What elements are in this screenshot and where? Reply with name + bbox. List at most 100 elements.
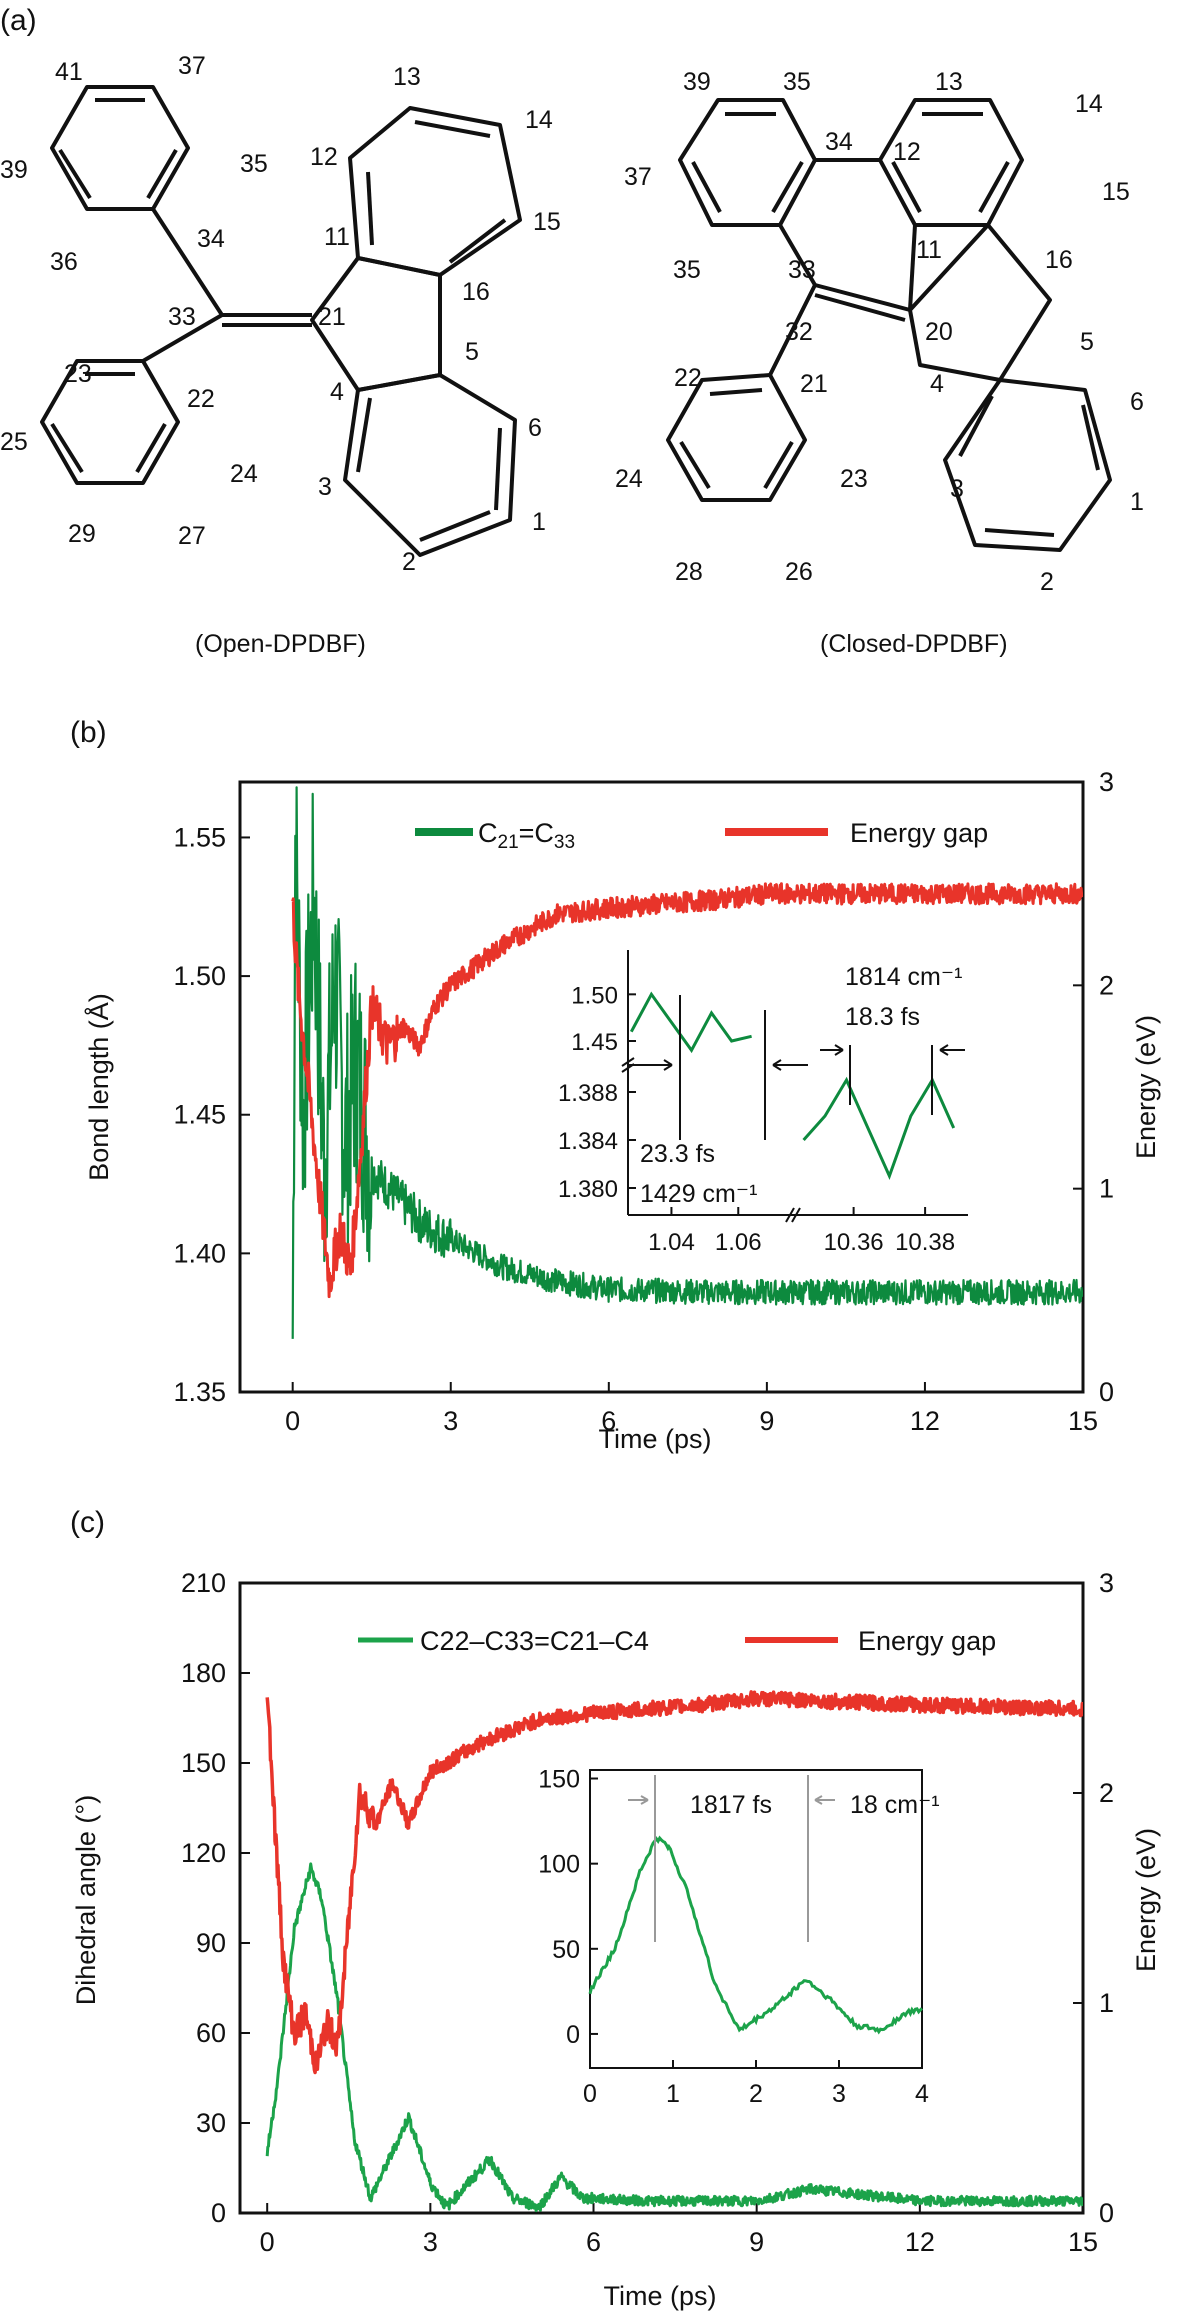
inset-y-tick-label: 1.384 bbox=[558, 1128, 618, 1155]
x-tick-label: 6 bbox=[586, 2227, 601, 2257]
inset-x-tick-label: 1 bbox=[666, 2080, 680, 2108]
series-line-primary bbox=[291, 786, 1083, 1339]
y2-tick-label: 0 bbox=[1099, 1377, 1114, 1407]
series-line-energy-gap bbox=[291, 882, 1083, 1299]
inset-x-tick-label: 10.36 bbox=[824, 1229, 884, 1256]
atom-label: 6 bbox=[1130, 388, 1144, 416]
atom-label: 39 bbox=[683, 68, 711, 96]
atom-label: 23 bbox=[840, 465, 868, 493]
inset-annotation-frequency: 1429 cm⁻¹ bbox=[640, 1180, 757, 1208]
atom-label: 37 bbox=[624, 163, 652, 191]
atom-label: 34 bbox=[197, 225, 225, 253]
y-tick-label: 210 bbox=[181, 1568, 226, 1598]
y-tick-label: 1.55 bbox=[173, 822, 226, 852]
legend: C22–C33=C21–C4 Energy gap bbox=[358, 1626, 996, 1656]
atom-label: 12 bbox=[893, 138, 921, 166]
inset-annotation-period: 18.3 fs bbox=[845, 1003, 920, 1031]
inset-annotation-period: 23.3 fs bbox=[640, 1140, 715, 1168]
legend-label-dihedral: C22–C33=C21–C4 bbox=[420, 1626, 649, 1656]
period-arrow bbox=[820, 1044, 844, 1056]
period-arrow bbox=[814, 1795, 835, 1805]
y2-tick-label: 3 bbox=[1099, 1568, 1114, 1598]
period-arrow bbox=[628, 1795, 649, 1805]
atom-label: 22 bbox=[674, 364, 702, 392]
y-tick-label: 1.40 bbox=[173, 1238, 226, 1268]
period-arrow bbox=[772, 1059, 808, 1071]
inset-line-left bbox=[629, 991, 752, 1054]
atom-label: 11 bbox=[916, 236, 942, 264]
inset-y-tick-label: 1.388 bbox=[558, 1080, 618, 1107]
ring-upper-benzo-open bbox=[348, 106, 522, 277]
atom-label: 33 bbox=[168, 303, 196, 331]
x-tick-label: 6 bbox=[601, 1406, 616, 1436]
inset-x-tick-label: 2 bbox=[749, 2080, 763, 2108]
y-tick-label: 90 bbox=[196, 1928, 226, 1958]
inset-x-tick-label: 10.38 bbox=[895, 1229, 955, 1256]
inset-y-tick-label: 1.45 bbox=[571, 1029, 618, 1056]
inset-annotation-frequency: 1814 cm⁻¹ bbox=[845, 963, 962, 991]
atom-label: 23 bbox=[64, 360, 92, 388]
atom-label: 27 bbox=[178, 522, 206, 550]
atom-label: 14 bbox=[1075, 90, 1103, 118]
ring-lower-benzo-open bbox=[343, 373, 517, 557]
y2-tick-label: 0 bbox=[1099, 2198, 1114, 2228]
atom-label: 24 bbox=[230, 460, 258, 488]
atom-label: 25 bbox=[0, 428, 28, 456]
inset-y-tick-label: 150 bbox=[538, 1766, 580, 1794]
ring-top-left-closed bbox=[678, 98, 817, 227]
atom-label: 3 bbox=[318, 473, 332, 501]
x-axis-title: Time (ps) bbox=[599, 1424, 712, 1454]
inset-y-tick-label: 50 bbox=[552, 1936, 580, 1964]
ring-lower-benzo-closed bbox=[943, 378, 1112, 552]
atom-label: 20 bbox=[925, 318, 953, 346]
atom-label: 39 bbox=[0, 156, 28, 184]
y-tick-label: 150 bbox=[181, 1748, 226, 1778]
atom-label: 4 bbox=[330, 378, 344, 406]
y-tick-label: 1.35 bbox=[173, 1377, 226, 1407]
y2-tick-label: 3 bbox=[1099, 767, 1114, 797]
x-tick-label: 0 bbox=[285, 1406, 300, 1436]
period-arrow bbox=[939, 1044, 965, 1056]
y2-axis-title: Energy (eV) bbox=[1131, 1828, 1161, 1972]
atom-label: 15 bbox=[1102, 178, 1130, 206]
atom-label: 22 bbox=[187, 385, 215, 413]
panel-c-label: (c) bbox=[70, 1506, 105, 1539]
closed-atom-labels: 39 35 13 14 37 34 12 15 35 33 11 16 32 2… bbox=[615, 68, 1144, 596]
inset-x-tick-label: 1.06 bbox=[715, 1229, 762, 1256]
x-tick-label: 12 bbox=[905, 2227, 935, 2257]
inset-x-tick-label: 4 bbox=[915, 2080, 929, 2108]
plot-frame bbox=[238, 1581, 1085, 2215]
atom-label: 26 bbox=[785, 558, 813, 586]
y2-axis-title: Energy (eV) bbox=[1131, 1015, 1161, 1159]
atom-label: 3 bbox=[950, 475, 964, 503]
atom-label: 16 bbox=[462, 278, 490, 306]
inset-y-tick-label: 1.50 bbox=[571, 982, 618, 1009]
series-group bbox=[291, 786, 1083, 1339]
closed-dpdbf-structure bbox=[666, 98, 1112, 552]
y-tick-label: 0 bbox=[211, 2198, 226, 2228]
series-line-primary bbox=[265, 1862, 1083, 2213]
ring-bottom-phenyl-open bbox=[40, 359, 180, 485]
atom-label: 11 bbox=[324, 223, 350, 251]
atom-label: 41 bbox=[55, 58, 83, 86]
x-tick-label: 3 bbox=[443, 1406, 458, 1436]
inset-line bbox=[588, 1835, 924, 2035]
inset-dihedral: 0 1 2 3 4 0 50 100 150 1817 fs 18 cm⁻¹ bbox=[538, 1766, 939, 2108]
y-tick-label: 180 bbox=[181, 1658, 226, 1688]
inset-annotation-period: 1817 fs bbox=[690, 1791, 772, 1819]
atom-label: 33 bbox=[788, 256, 816, 284]
closed-caption: (Closed-DPDBF) bbox=[820, 630, 1008, 658]
plot-frame bbox=[238, 780, 1085, 1394]
inset-annotation-frequency: 18 cm⁻¹ bbox=[850, 1791, 940, 1819]
y-tick-label: 120 bbox=[181, 1838, 226, 1868]
x-tick-label: 3 bbox=[423, 2227, 438, 2257]
y2-tick-label: 1 bbox=[1099, 1174, 1114, 1204]
y-tick-label: 30 bbox=[196, 2108, 226, 2138]
atom-label: 1 bbox=[1130, 488, 1144, 516]
atom-label: 2 bbox=[1040, 568, 1054, 596]
inset-x-tick-label: 3 bbox=[832, 2080, 846, 2108]
atom-label: 12 bbox=[310, 143, 338, 171]
open-caption: (Open-DPDBF) bbox=[195, 630, 366, 658]
